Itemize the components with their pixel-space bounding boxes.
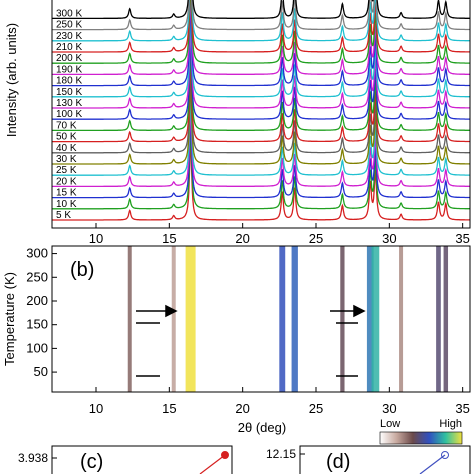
curve-label: 230 K	[56, 31, 82, 42]
curve-label: 15 K	[56, 188, 77, 199]
curve-label: 25 K	[56, 165, 77, 176]
panel-b	[127, 246, 449, 392]
curve-label: 300 K	[56, 8, 82, 19]
colorbar-label: High	[439, 418, 462, 430]
panel-label: (c)	[80, 451, 103, 473]
curve-label: 20 K	[56, 176, 77, 187]
trend	[419, 454, 446, 474]
curve	[52, 0, 470, 31]
curve	[52, 95, 470, 176]
curve	[52, 72, 470, 154]
y-label: Temperature (K)	[2, 272, 17, 366]
heat-band	[291, 246, 298, 392]
heat-band	[171, 246, 176, 392]
heat-band	[340, 246, 345, 392]
curve-label: 180 K	[56, 76, 82, 87]
curve	[52, 117, 470, 199]
curve-label: 200 K	[56, 53, 82, 64]
x-label: 2θ (deg)	[238, 420, 286, 435]
heat-band	[279, 246, 286, 392]
curve	[52, 128, 470, 210]
heat-band	[185, 246, 196, 392]
x-tick-label: 15	[162, 401, 176, 416]
y-label: Intensity (arb. units)	[4, 23, 19, 137]
heat-band	[127, 246, 132, 392]
y-tick-label: 150	[26, 317, 48, 332]
heat-band	[436, 246, 441, 392]
y-tick-label: 300	[26, 246, 48, 261]
colorbar	[379, 431, 463, 445]
curve-label: 100 K	[56, 109, 82, 120]
panel-label: (b)	[70, 259, 94, 281]
x-tick-label: 30	[382, 231, 396, 246]
x-tick-label: 20	[235, 231, 249, 246]
point	[221, 451, 229, 459]
curve-label: 150 K	[56, 87, 82, 98]
heat-band	[399, 246, 404, 392]
curve	[52, 0, 470, 20]
frame-c	[51, 445, 233, 474]
x-tick-label: 20	[235, 401, 249, 416]
curve-label: 50 K	[56, 132, 77, 143]
curve	[52, 0, 470, 76]
frame-d	[299, 445, 471, 474]
x-tick-label: 10	[89, 401, 103, 416]
colorbar-label: Low	[380, 418, 400, 430]
y-tick-label: 100	[26, 340, 48, 355]
heat-band	[366, 246, 374, 392]
curve	[52, 61, 470, 143]
curve-label: 30 K	[56, 154, 77, 165]
y-tick-label: 50	[34, 364, 48, 379]
curve	[52, 0, 470, 42]
heat-band	[371, 246, 380, 392]
x-tick-label: 30	[382, 401, 396, 416]
curve	[52, 139, 470, 221]
curve	[52, 39, 470, 120]
curve-label: 250 K	[56, 20, 82, 31]
frame-b	[51, 245, 471, 393]
x-tick-label: 35	[455, 401, 469, 416]
curve	[52, 0, 470, 64]
curve	[52, 106, 470, 188]
arrows	[136, 304, 366, 377]
curve	[52, 83, 470, 165]
curve-label: 210 K	[56, 42, 82, 53]
frame-a	[51, 0, 471, 229]
curve-label: 10 K	[56, 199, 77, 210]
curve-label: 5 K	[56, 210, 71, 221]
x-tick-label: 10	[89, 231, 103, 246]
heat-band	[443, 246, 449, 392]
curve	[52, 0, 470, 53]
y-tick-label: 250	[26, 269, 48, 284]
trend	[199, 454, 226, 474]
curve	[52, 50, 470, 132]
x-tick-label: 25	[309, 401, 323, 416]
panel-label: (d)	[326, 451, 350, 473]
curve	[52, 27, 470, 109]
point	[441, 451, 449, 459]
curve-label: 190 K	[56, 64, 82, 75]
curve	[52, 5, 470, 87]
curve-label: 70 K	[56, 120, 77, 131]
curve-label: 130 K	[56, 98, 82, 109]
x-tick-label: 25	[309, 231, 323, 246]
y-tick-label: 12.15	[266, 447, 296, 461]
curve-label: 40 K	[56, 143, 77, 154]
x-tick-label: 15	[162, 231, 176, 246]
y-tick-label: 200	[26, 293, 48, 308]
curve	[52, 16, 470, 98]
y-tick-label: 3.938	[18, 451, 48, 465]
x-tick-label: 35	[455, 231, 469, 246]
